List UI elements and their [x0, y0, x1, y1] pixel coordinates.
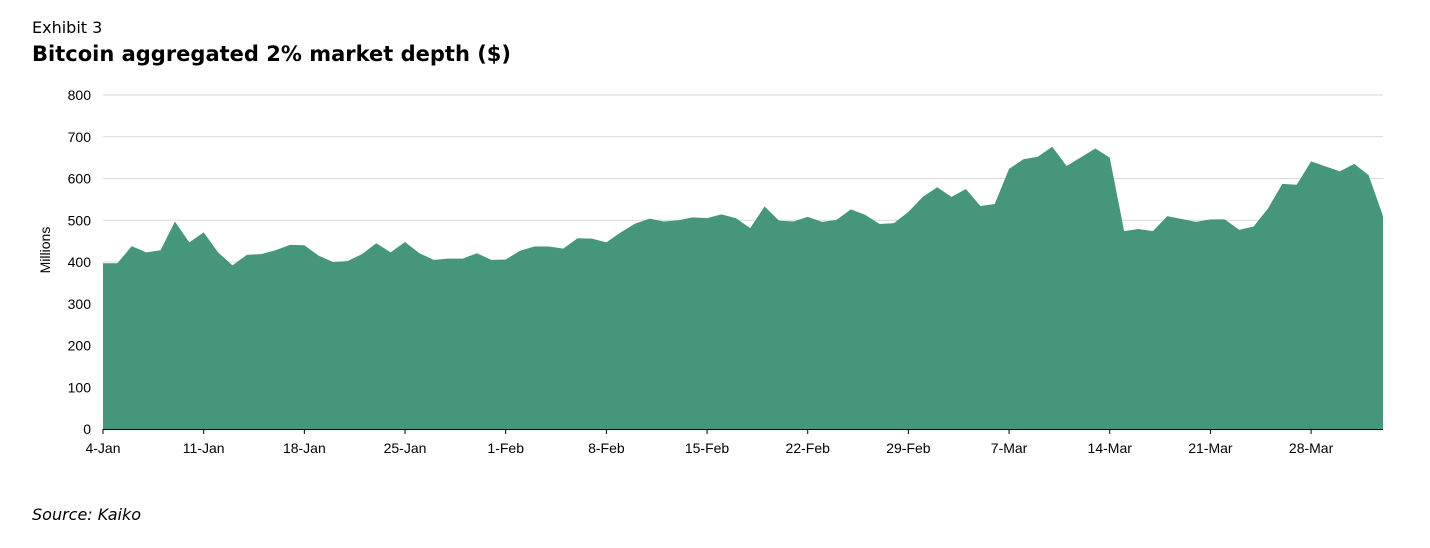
x-tick-label: 28-Mar [1289, 440, 1334, 456]
chart-title: Bitcoin aggregated 2% market depth ($) [32, 42, 512, 66]
y-tick-label: 300 [68, 296, 92, 312]
exhibit-label: Exhibit 3 [32, 18, 103, 37]
area-series [103, 146, 1383, 429]
y-tick-label: 0 [83, 421, 91, 437]
x-tick-label: 22-Feb [786, 440, 831, 456]
y-axis-label: Millions [37, 227, 53, 274]
y-tick-label: 700 [68, 129, 92, 145]
x-tick-label: 14-Mar [1088, 440, 1133, 456]
source-note: Source: Kaiko [32, 505, 142, 524]
x-tick-labels: 4-Jan 11-Jan 18-Jan 25-Jan 1-Feb 8-Feb 15-Feb 2… [85, 440, 1333, 456]
x-tick-label: 1-Feb [487, 440, 524, 456]
x-tick-label: 29-Feb [886, 440, 931, 456]
x-tick-label: 15-Feb [685, 440, 730, 456]
x-tick-label: 21-Mar [1188, 440, 1233, 456]
x-tick-label: 11-Jan [183, 440, 225, 456]
axes [102, 429, 1383, 434]
y-tick-label: 400 [68, 254, 92, 270]
y-tick-label: 500 [68, 212, 92, 228]
x-tick-label: 7-Mar [991, 440, 1028, 456]
x-tick-label: 8-Feb [588, 440, 625, 456]
y-tick-label: 600 [68, 171, 92, 187]
y-tick-label: 800 [68, 87, 92, 103]
y-tick-label: 200 [68, 338, 92, 354]
y-tick-label: 100 [68, 379, 92, 395]
x-tick-label: 4-Jan [85, 440, 120, 456]
x-tick-label: 25-Jan [384, 440, 427, 456]
x-tick-label: 18-Jan [283, 440, 326, 456]
y-tick-labels: 0 100 200 300 400 500 600 700 800 [68, 87, 92, 437]
